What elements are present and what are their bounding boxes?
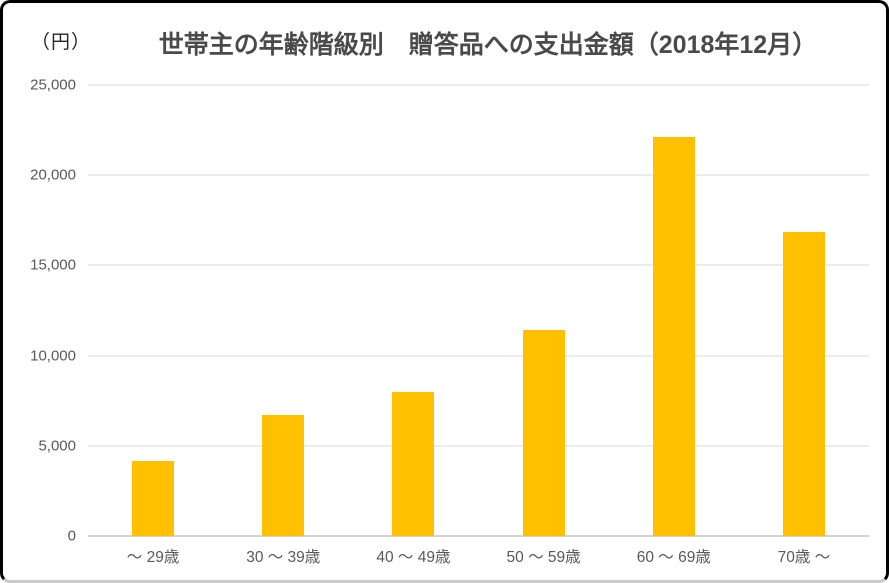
y-tick-label: 25,000 — [30, 76, 76, 94]
bar-4-50 ～ 59歳 — [522, 330, 565, 536]
y-axis-unit-label: （円） — [31, 32, 92, 53]
x-axis-line — [88, 535, 869, 537]
y-tick-label: 20,000 — [30, 166, 76, 184]
y-axis: 0 5,000 10,000 15,000 20,000 25,000 — [3, 78, 76, 544]
x-axis-label: 70歳 ～ — [777, 549, 831, 566]
x-axis: ～ 29歳 30 ～ 39歳 40 ～ 49歳 50 ～ 59歳 60 ～ 69歳 70歳… — [88, 545, 869, 567]
x-axis-label: 40 ～ 49歳 — [376, 549, 451, 566]
bar-3-40 ～ 49歳 — [392, 391, 435, 536]
bar-slot — [609, 85, 739, 536]
bar-2-30 ～ 39歳 — [262, 415, 305, 536]
gridline — [88, 445, 869, 447]
y-tick-label: 15,000 — [30, 256, 76, 274]
x-axis-label: 50 ～ 59歳 — [506, 549, 581, 566]
bar-1-～ 29歳 — [132, 461, 175, 536]
y-tick-label: 0 — [67, 527, 76, 545]
y-tick-label: 5,000 — [38, 437, 76, 455]
bar-slot — [348, 85, 478, 536]
gridline — [88, 355, 869, 357]
gridline — [88, 174, 869, 176]
bar-slot — [218, 85, 348, 536]
gridline — [88, 84, 869, 86]
bar-6-70歳 ～ — [782, 232, 825, 536]
x-axis-label: 60 ～ 69歳 — [636, 549, 711, 566]
chart-title: 世帯主の年齢階級別 贈答品への支出金額（2018年12月） — [158, 31, 818, 59]
y-tick-label: 10,000 — [30, 347, 76, 365]
bar-slot — [479, 85, 609, 536]
x-axis-label: 30 ～ 39歳 — [246, 549, 321, 566]
bars-layer — [88, 85, 869, 536]
bar-5-60 ～ 69歳 — [652, 137, 695, 536]
bar-slot — [88, 85, 218, 536]
x-axis-label: ～ 29歳 — [126, 549, 180, 566]
bar-slot — [739, 85, 869, 536]
gridline — [88, 264, 869, 266]
plot-area — [88, 84, 869, 537]
